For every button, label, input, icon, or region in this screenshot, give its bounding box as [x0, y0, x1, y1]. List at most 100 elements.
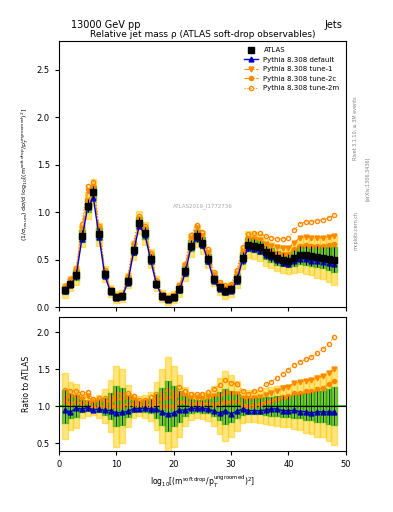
Pythia 8.308 tune-2m — [143, 223, 147, 229]
Pythia 8.308 tune-2c — [103, 271, 107, 277]
Text: Rivet 3.1.10, ≥ 3M events: Rivet 3.1.10, ≥ 3M events — [353, 96, 358, 160]
Pythia 8.308 default — [143, 232, 147, 238]
Pythia 8.308 tune-2m — [252, 230, 256, 236]
Pythia 8.308 default — [286, 261, 291, 267]
Pythia 8.308 tune-1 — [252, 236, 256, 242]
Pythia 8.308 tune-2m — [154, 276, 159, 283]
Pythia 8.308 tune-1 — [326, 234, 331, 240]
Pythia 8.308 tune-2m — [206, 246, 211, 252]
Pythia 8.308 tune-2c — [125, 276, 130, 283]
Pythia 8.308 tune-1 — [240, 249, 245, 255]
Pythia 8.308 tune-2m — [326, 215, 331, 221]
Pythia 8.308 tune-2m — [79, 221, 84, 227]
Pythia 8.308 tune-1 — [223, 285, 228, 291]
Pythia 8.308 tune-2c — [149, 255, 153, 261]
Pythia 8.308 tune-2m — [240, 244, 245, 250]
Pythia 8.308 tune-2c — [91, 190, 96, 196]
Pythia 8.308 tune-1 — [183, 263, 187, 269]
Pythia 8.308 tune-2m — [292, 227, 297, 233]
Pythia 8.308 default — [108, 289, 113, 295]
Pythia 8.308 default — [275, 257, 279, 263]
Pythia 8.308 default — [131, 249, 136, 255]
Pythia 8.308 tune-1 — [143, 226, 147, 232]
Pythia 8.308 tune-1 — [332, 233, 337, 239]
Pythia 8.308 tune-2c — [131, 245, 136, 251]
Pythia 8.308 default — [62, 288, 67, 294]
Pythia 8.308 tune-2c — [286, 251, 291, 257]
Pythia 8.308 tune-1 — [177, 283, 182, 289]
Pythia 8.308 tune-2m — [131, 240, 136, 246]
Pythia 8.308 tune-1 — [165, 295, 170, 301]
Y-axis label: Ratio to ATLAS: Ratio to ATLAS — [22, 356, 31, 412]
Text: Jets: Jets — [324, 19, 342, 30]
Pythia 8.308 tune-1 — [269, 243, 274, 249]
Pythia 8.308 tune-1 — [246, 236, 251, 242]
Pythia 8.308 tune-1 — [315, 235, 320, 241]
Pythia 8.308 tune-2m — [160, 291, 165, 297]
Pythia 8.308 tune-2c — [137, 219, 141, 225]
Pythia 8.308 tune-2c — [298, 243, 302, 249]
Pythia 8.308 tune-1 — [171, 293, 176, 299]
Pythia 8.308 tune-2m — [280, 236, 285, 242]
Pythia 8.308 default — [194, 235, 199, 241]
Pythia 8.308 tune-1 — [303, 234, 308, 240]
Pythia 8.308 tune-2m — [68, 276, 73, 282]
Pythia 8.308 tune-1 — [200, 233, 205, 239]
Pythia 8.308 tune-2m — [171, 292, 176, 298]
Pythia 8.308 tune-2m — [246, 231, 251, 237]
Pythia 8.308 tune-2c — [165, 296, 170, 302]
Line: Pythia 8.308 default: Pythia 8.308 default — [62, 196, 337, 302]
Pythia 8.308 tune-2c — [223, 287, 228, 293]
Pythia 8.308 tune-2m — [114, 292, 119, 298]
Pythia 8.308 default — [315, 258, 320, 264]
Pythia 8.308 tune-2c — [160, 293, 165, 299]
Pythia 8.308 tune-1 — [298, 235, 302, 241]
Pythia 8.308 tune-2c — [143, 229, 147, 236]
Pythia 8.308 tune-2c — [229, 285, 233, 291]
Pythia 8.308 tune-1 — [74, 268, 79, 274]
Text: ATLAS2019_I1772736: ATLAS2019_I1772736 — [173, 203, 232, 209]
Line: Pythia 8.308 tune-1: Pythia 8.308 tune-1 — [62, 184, 337, 300]
Pythia 8.308 default — [189, 244, 193, 250]
Pythia 8.308 tune-2c — [246, 242, 251, 248]
Pythia 8.308 tune-2m — [332, 212, 337, 218]
Pythia 8.308 tune-1 — [108, 287, 113, 293]
Pythia 8.308 tune-2c — [240, 254, 245, 260]
Pythia 8.308 default — [303, 256, 308, 262]
Pythia 8.308 tune-2c — [292, 246, 297, 252]
Pythia 8.308 tune-2c — [120, 293, 125, 299]
Line: Pythia 8.308 tune-2m: Pythia 8.308 tune-2m — [62, 180, 336, 299]
Pythia 8.308 default — [177, 287, 182, 293]
Pythia 8.308 default — [298, 256, 302, 262]
Pythia 8.308 default — [85, 204, 90, 210]
Title: Relative jet mass ρ (ATLAS soft-drop observables): Relative jet mass ρ (ATLAS soft-drop obs… — [90, 30, 315, 39]
Pythia 8.308 default — [171, 295, 176, 301]
Line: Pythia 8.308 tune-2c: Pythia 8.308 tune-2c — [62, 191, 336, 301]
Pythia 8.308 default — [103, 273, 107, 279]
Pythia 8.308 default — [252, 246, 256, 252]
Pythia 8.308 tune-2m — [137, 213, 141, 219]
Pythia 8.308 tune-2m — [269, 235, 274, 241]
Pythia 8.308 tune-2m — [183, 261, 187, 267]
Pythia 8.308 tune-1 — [97, 226, 101, 232]
Pythia 8.308 tune-2c — [309, 243, 314, 249]
Pythia 8.308 tune-2c — [235, 274, 239, 280]
Pythia 8.308 tune-1 — [68, 278, 73, 284]
Pythia 8.308 tune-2c — [303, 242, 308, 248]
Pythia 8.308 default — [229, 288, 233, 294]
Pythia 8.308 tune-2c — [280, 251, 285, 257]
Pythia 8.308 tune-2c — [68, 280, 73, 286]
Pythia 8.308 tune-2m — [189, 232, 193, 238]
Pythia 8.308 tune-1 — [120, 292, 125, 298]
Pythia 8.308 tune-2m — [108, 286, 113, 292]
Pythia 8.308 default — [235, 278, 239, 284]
Pythia 8.308 tune-1 — [229, 283, 233, 289]
Pythia 8.308 tune-1 — [292, 240, 297, 246]
Pythia 8.308 tune-2c — [62, 286, 67, 292]
Pythia 8.308 tune-2m — [286, 235, 291, 241]
Pythia 8.308 default — [292, 258, 297, 264]
Pythia 8.308 tune-1 — [160, 292, 165, 298]
Y-axis label: $(1/\sigma_{\rm resum})$ d$\sigma$/d log$_{10}$[(m$^{\rm soft\,drop}$/p$_T^{\rm : $(1/\sigma_{\rm resum})$ d$\sigma$/d log… — [20, 108, 31, 241]
Pythia 8.308 default — [97, 234, 101, 240]
Pythia 8.308 tune-2c — [252, 242, 256, 248]
